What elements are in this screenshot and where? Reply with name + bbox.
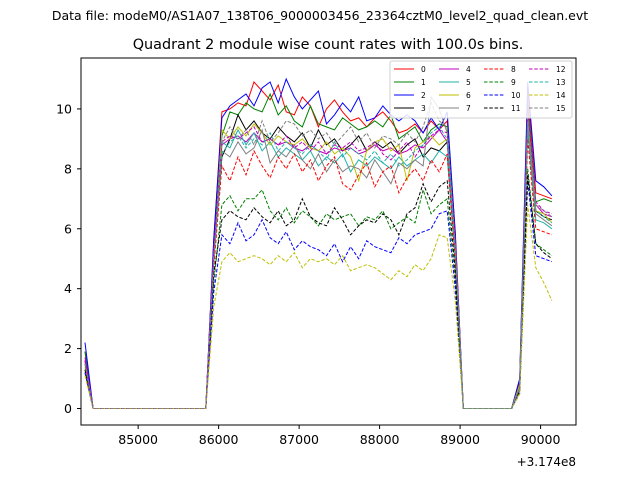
series-line-8 <box>84 138 553 409</box>
series-line-5 <box>84 128 553 409</box>
legend-box <box>389 60 573 119</box>
x-axis-offset-label: +3.174e8 <box>517 455 576 469</box>
x-tick-label: 89000 <box>440 432 480 447</box>
series-line-9 <box>84 168 553 409</box>
legend-label-11: 11 <box>511 104 521 113</box>
series-line-14 <box>84 204 553 409</box>
series-line-15 <box>84 101 553 409</box>
legend-label-4: 4 <box>466 65 471 74</box>
legend-label-0: 0 <box>421 65 426 74</box>
y-axis-ticks: 0 2 4 6 8 10 <box>56 101 81 416</box>
legend-label-2: 2 <box>421 91 426 100</box>
legend-label-6: 6 <box>466 91 471 100</box>
axes-frame <box>80 57 577 426</box>
legend-label-5: 5 <box>466 78 471 87</box>
x-tick-label: 90000 <box>521 432 561 447</box>
legend-label-10: 10 <box>511 91 521 100</box>
legend-label-8: 8 <box>511 65 516 74</box>
legend-label-7: 7 <box>466 104 471 113</box>
series-line-4 <box>84 111 553 409</box>
x-tick-label: 86000 <box>199 432 239 447</box>
series-line-7 <box>84 95 553 409</box>
legend-label-9: 9 <box>511 78 516 87</box>
series-line-6 <box>84 120 553 409</box>
legend-label-3: 3 <box>421 104 426 113</box>
series-line-13 <box>84 123 553 409</box>
x-axis-ticks: 85000 86000 87000 88000 89000 90000 <box>118 425 561 447</box>
y-tick-label: 6 <box>64 221 72 236</box>
y-tick-label: 2 <box>64 341 72 356</box>
legend-label-12: 12 <box>556 65 566 74</box>
series-line-11 <box>84 174 553 409</box>
x-tick-label: 87000 <box>279 432 319 447</box>
legend-label-15: 15 <box>556 104 566 113</box>
x-tick-label: 85000 <box>118 432 158 447</box>
x-tick-label: 88000 <box>360 432 400 447</box>
figure-suptitle: Data file: modeM0/AS1A07_138T06_90000034… <box>52 8 588 23</box>
series-line-10 <box>84 180 553 409</box>
legend-label-14: 14 <box>556 91 566 100</box>
legend-label-13: 13 <box>556 78 566 87</box>
chart-title: Quadrant 2 module wise count rates with … <box>133 37 524 53</box>
plot-lines <box>84 77 553 409</box>
legend-label-1: 1 <box>421 78 426 87</box>
y-tick-label: 0 <box>64 401 72 416</box>
series-line-2 <box>84 77 553 409</box>
y-tick-label: 8 <box>64 161 72 176</box>
y-tick-label: 4 <box>64 281 72 296</box>
y-tick-label: 10 <box>56 101 72 116</box>
